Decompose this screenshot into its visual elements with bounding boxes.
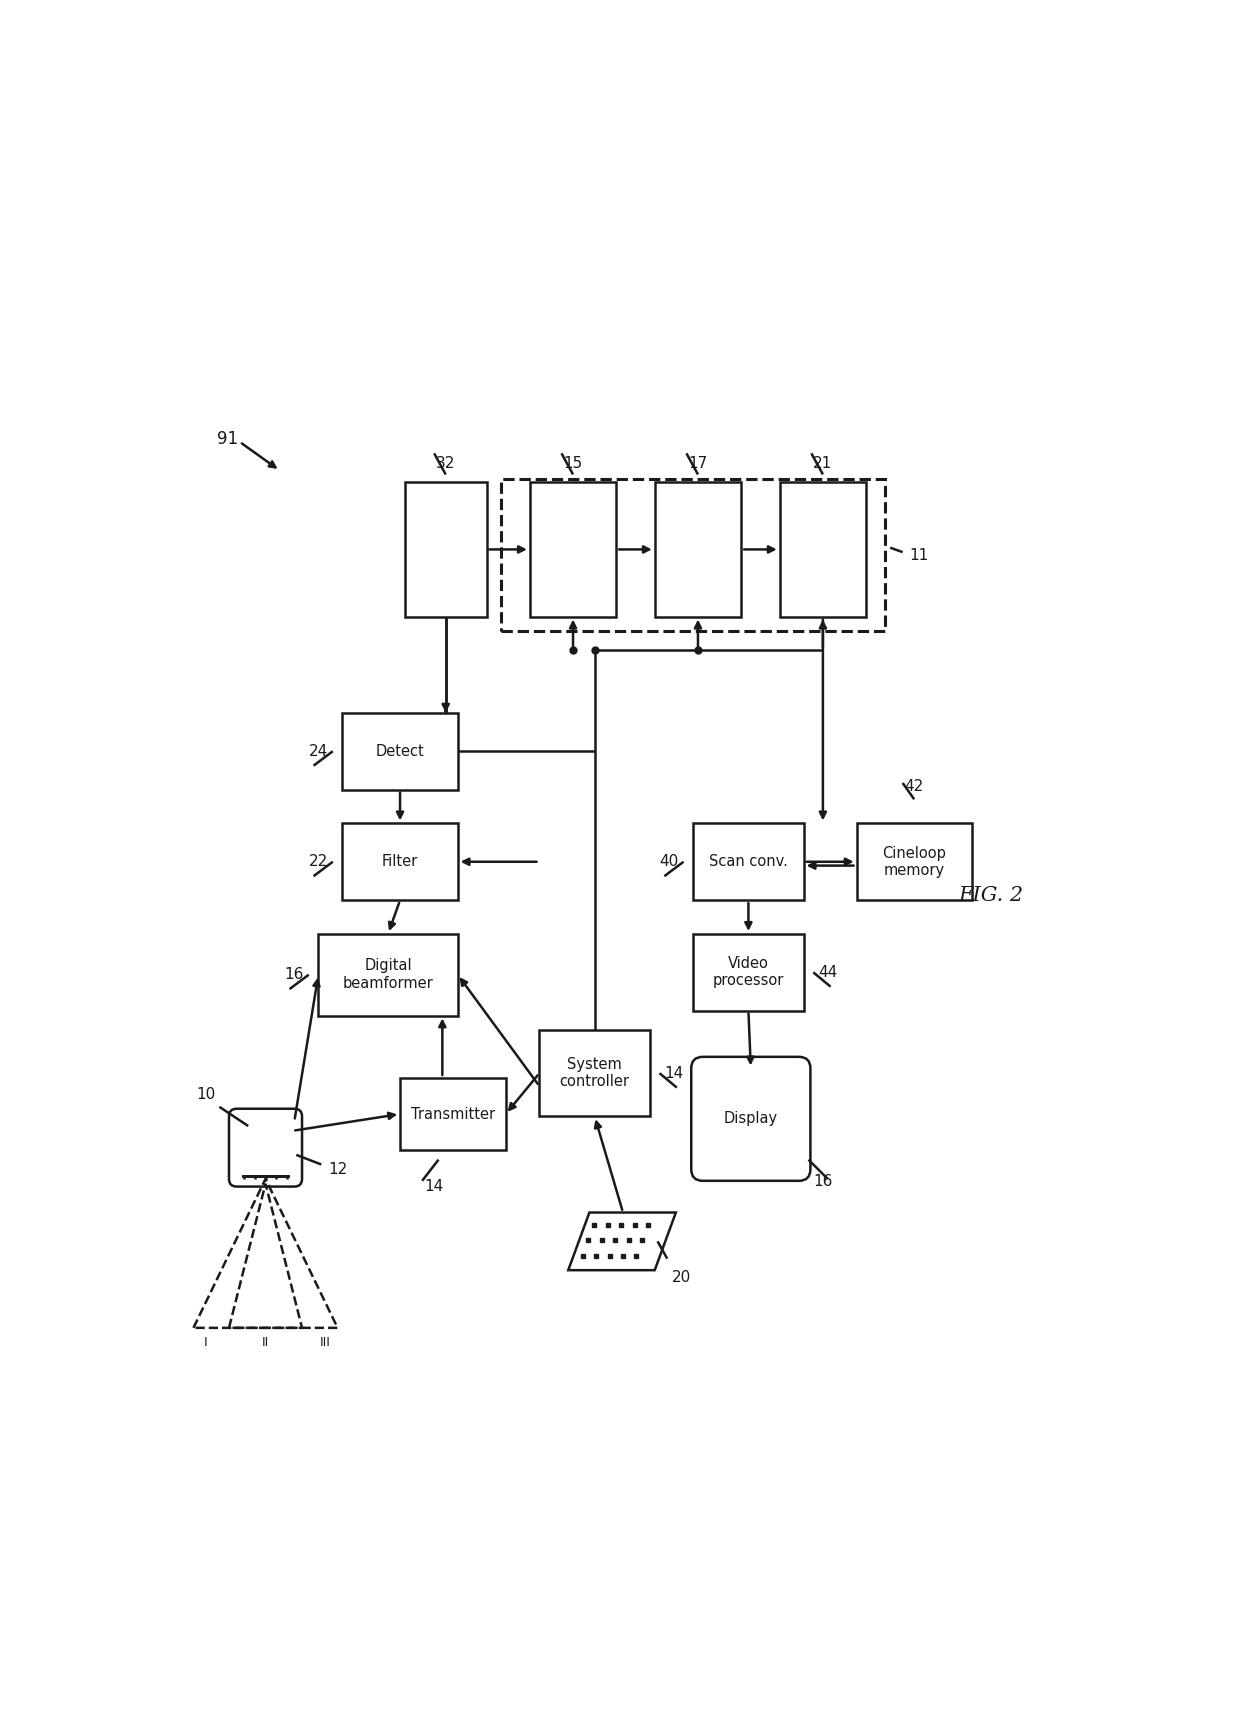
FancyBboxPatch shape xyxy=(655,482,742,616)
FancyBboxPatch shape xyxy=(229,1109,303,1187)
Text: 44: 44 xyxy=(818,965,837,980)
Text: 10: 10 xyxy=(196,1088,216,1102)
FancyBboxPatch shape xyxy=(539,1031,650,1116)
Text: 17: 17 xyxy=(688,456,708,470)
Text: I: I xyxy=(205,1336,208,1348)
Text: 42: 42 xyxy=(904,779,924,795)
FancyBboxPatch shape xyxy=(693,824,804,900)
FancyBboxPatch shape xyxy=(691,1057,811,1182)
Text: 16: 16 xyxy=(813,1175,833,1188)
FancyBboxPatch shape xyxy=(319,933,458,1015)
Text: Cineloop
memory: Cineloop memory xyxy=(882,845,946,878)
Text: 14: 14 xyxy=(665,1065,683,1081)
Text: III: III xyxy=(320,1336,331,1348)
FancyBboxPatch shape xyxy=(857,824,972,900)
Text: 32: 32 xyxy=(436,456,455,470)
Text: 14: 14 xyxy=(424,1178,444,1194)
Text: Digital
beamformer: Digital beamformer xyxy=(342,958,434,991)
Text: 16: 16 xyxy=(285,966,304,982)
Text: Video
processor: Video processor xyxy=(713,956,784,989)
Text: 11: 11 xyxy=(909,548,929,562)
Text: II: II xyxy=(262,1336,269,1348)
Text: FIG. 2: FIG. 2 xyxy=(959,887,1024,906)
Text: 12: 12 xyxy=(327,1162,347,1176)
FancyBboxPatch shape xyxy=(342,713,458,789)
Text: Transmitter: Transmitter xyxy=(410,1107,495,1121)
Text: 22: 22 xyxy=(309,854,327,869)
FancyBboxPatch shape xyxy=(693,933,804,1012)
FancyBboxPatch shape xyxy=(342,824,458,900)
Polygon shape xyxy=(568,1213,676,1270)
Text: System
controller: System controller xyxy=(559,1057,630,1090)
FancyBboxPatch shape xyxy=(780,482,866,616)
Text: Display: Display xyxy=(724,1112,777,1126)
Text: Filter: Filter xyxy=(382,854,418,869)
Text: 40: 40 xyxy=(660,854,678,869)
Text: 21: 21 xyxy=(813,456,832,470)
Text: 15: 15 xyxy=(563,456,583,470)
FancyBboxPatch shape xyxy=(401,1077,506,1150)
Text: 91: 91 xyxy=(217,430,238,448)
FancyBboxPatch shape xyxy=(529,482,616,616)
FancyBboxPatch shape xyxy=(404,482,486,616)
Text: Scan conv.: Scan conv. xyxy=(709,854,787,869)
Text: 20: 20 xyxy=(672,1270,691,1286)
Text: 24: 24 xyxy=(309,744,327,758)
Text: Detect: Detect xyxy=(376,744,424,758)
